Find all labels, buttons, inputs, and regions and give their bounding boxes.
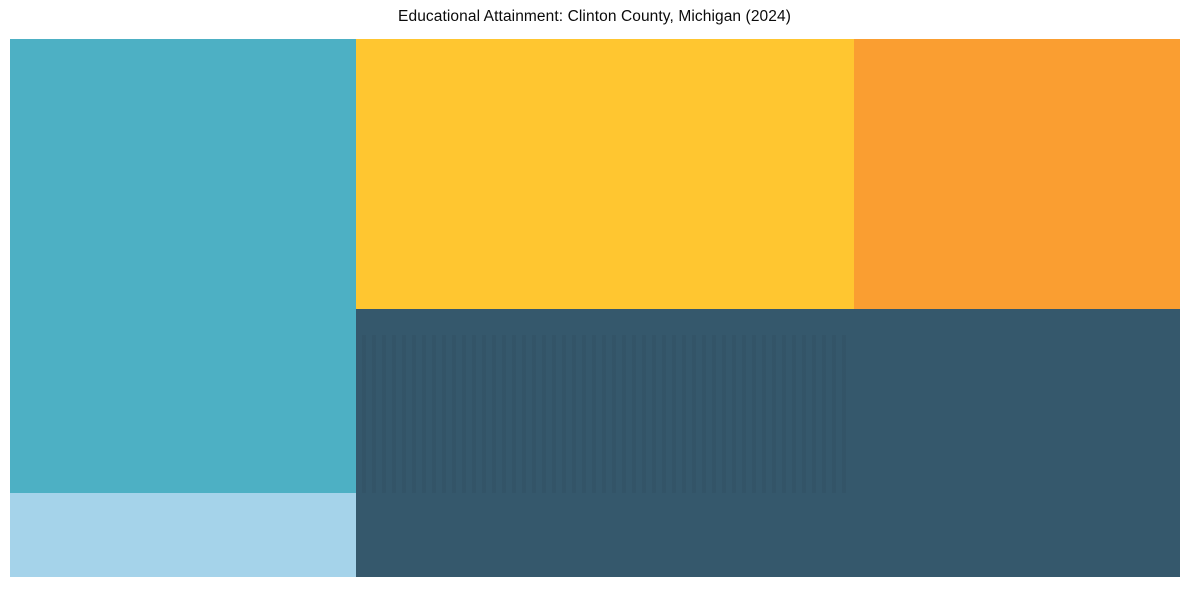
treemap-segment-orange: [854, 39, 1180, 309]
treemap-segment-teal: [10, 39, 356, 493]
treemap: [10, 39, 1180, 577]
treemap-segment-dark-slate: [356, 309, 1180, 577]
chart-title: Educational Attainment: Clinton County, …: [398, 8, 791, 25]
treemap-segment-light-blue: [10, 493, 356, 577]
treemap-segment-golden-yellow: [356, 39, 854, 309]
stripe-pattern-overlay: [362, 335, 849, 493]
